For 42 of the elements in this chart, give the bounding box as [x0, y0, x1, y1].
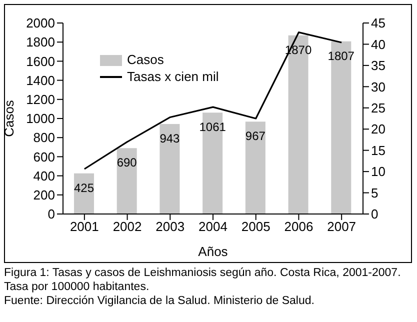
y2-tick-label: 35: [371, 58, 386, 74]
x-tick-label: 2005: [241, 219, 270, 234]
y2-tick-label: 40: [371, 36, 386, 52]
text: Figura 1: Tasas y casos de Leishmaniosis según año. Costa Rica, 2001-2007. Tasa por 100000 habitantes.: [4, 266, 402, 294]
y2-tick-label: 30: [371, 79, 386, 94]
x-tick-label: 2001: [70, 219, 99, 234]
source-note: Fuente: Dirección Vigilancia de la Salud. Ministerio de Salud.: [4, 294, 316, 308]
y-tick-label: 800: [33, 130, 55, 146]
y-tick-label: 200: [33, 188, 55, 203]
y-tick-label: 1800: [26, 34, 55, 50]
x-tick-label: 2002: [112, 219, 142, 234]
x-tick-label: 2004: [198, 219, 228, 234]
y2-tick-label: 20: [371, 122, 386, 137]
x-tick-label: 2007: [327, 219, 356, 234]
y2-tick-label: 10: [371, 164, 386, 180]
y-tick-label: 1600: [26, 54, 55, 69]
y2-tick-label: 15: [371, 142, 386, 158]
y-tick-label: 1400: [26, 72, 55, 88]
y-tick-label: 400: [33, 168, 55, 184]
legend-label: Casos: [127, 51, 164, 68]
x-tick-label: 2006: [284, 219, 314, 234]
y-tick-label: 1200: [26, 92, 55, 108]
y-tick-label: 1000: [26, 111, 55, 126]
y-tick-label: 600: [33, 149, 55, 164]
legend-label: Tasas x cien mil: [127, 68, 219, 85]
y-tick-label: 0: [48, 206, 55, 222]
data-label: 1061: [199, 120, 226, 134]
data-label: 967: [245, 129, 266, 144]
y2-tick-label: 45: [371, 16, 386, 31]
bar: [245, 122, 266, 214]
data-label: 690: [116, 156, 138, 170]
data-label: 425: [74, 180, 94, 195]
data-label: 1807: [328, 48, 355, 63]
y2-tick-label: 0: [371, 206, 378, 222]
x-axis-title: Años: [198, 244, 228, 259]
bar: [116, 148, 137, 214]
data-label: 943: [160, 131, 180, 146]
y2-tick-label: 25: [371, 100, 386, 116]
y-tick-label: 2000: [26, 16, 55, 31]
x-tick-label: 2003: [156, 219, 185, 234]
bar: [160, 124, 180, 214]
y2-tick-label: 5: [371, 185, 378, 200]
